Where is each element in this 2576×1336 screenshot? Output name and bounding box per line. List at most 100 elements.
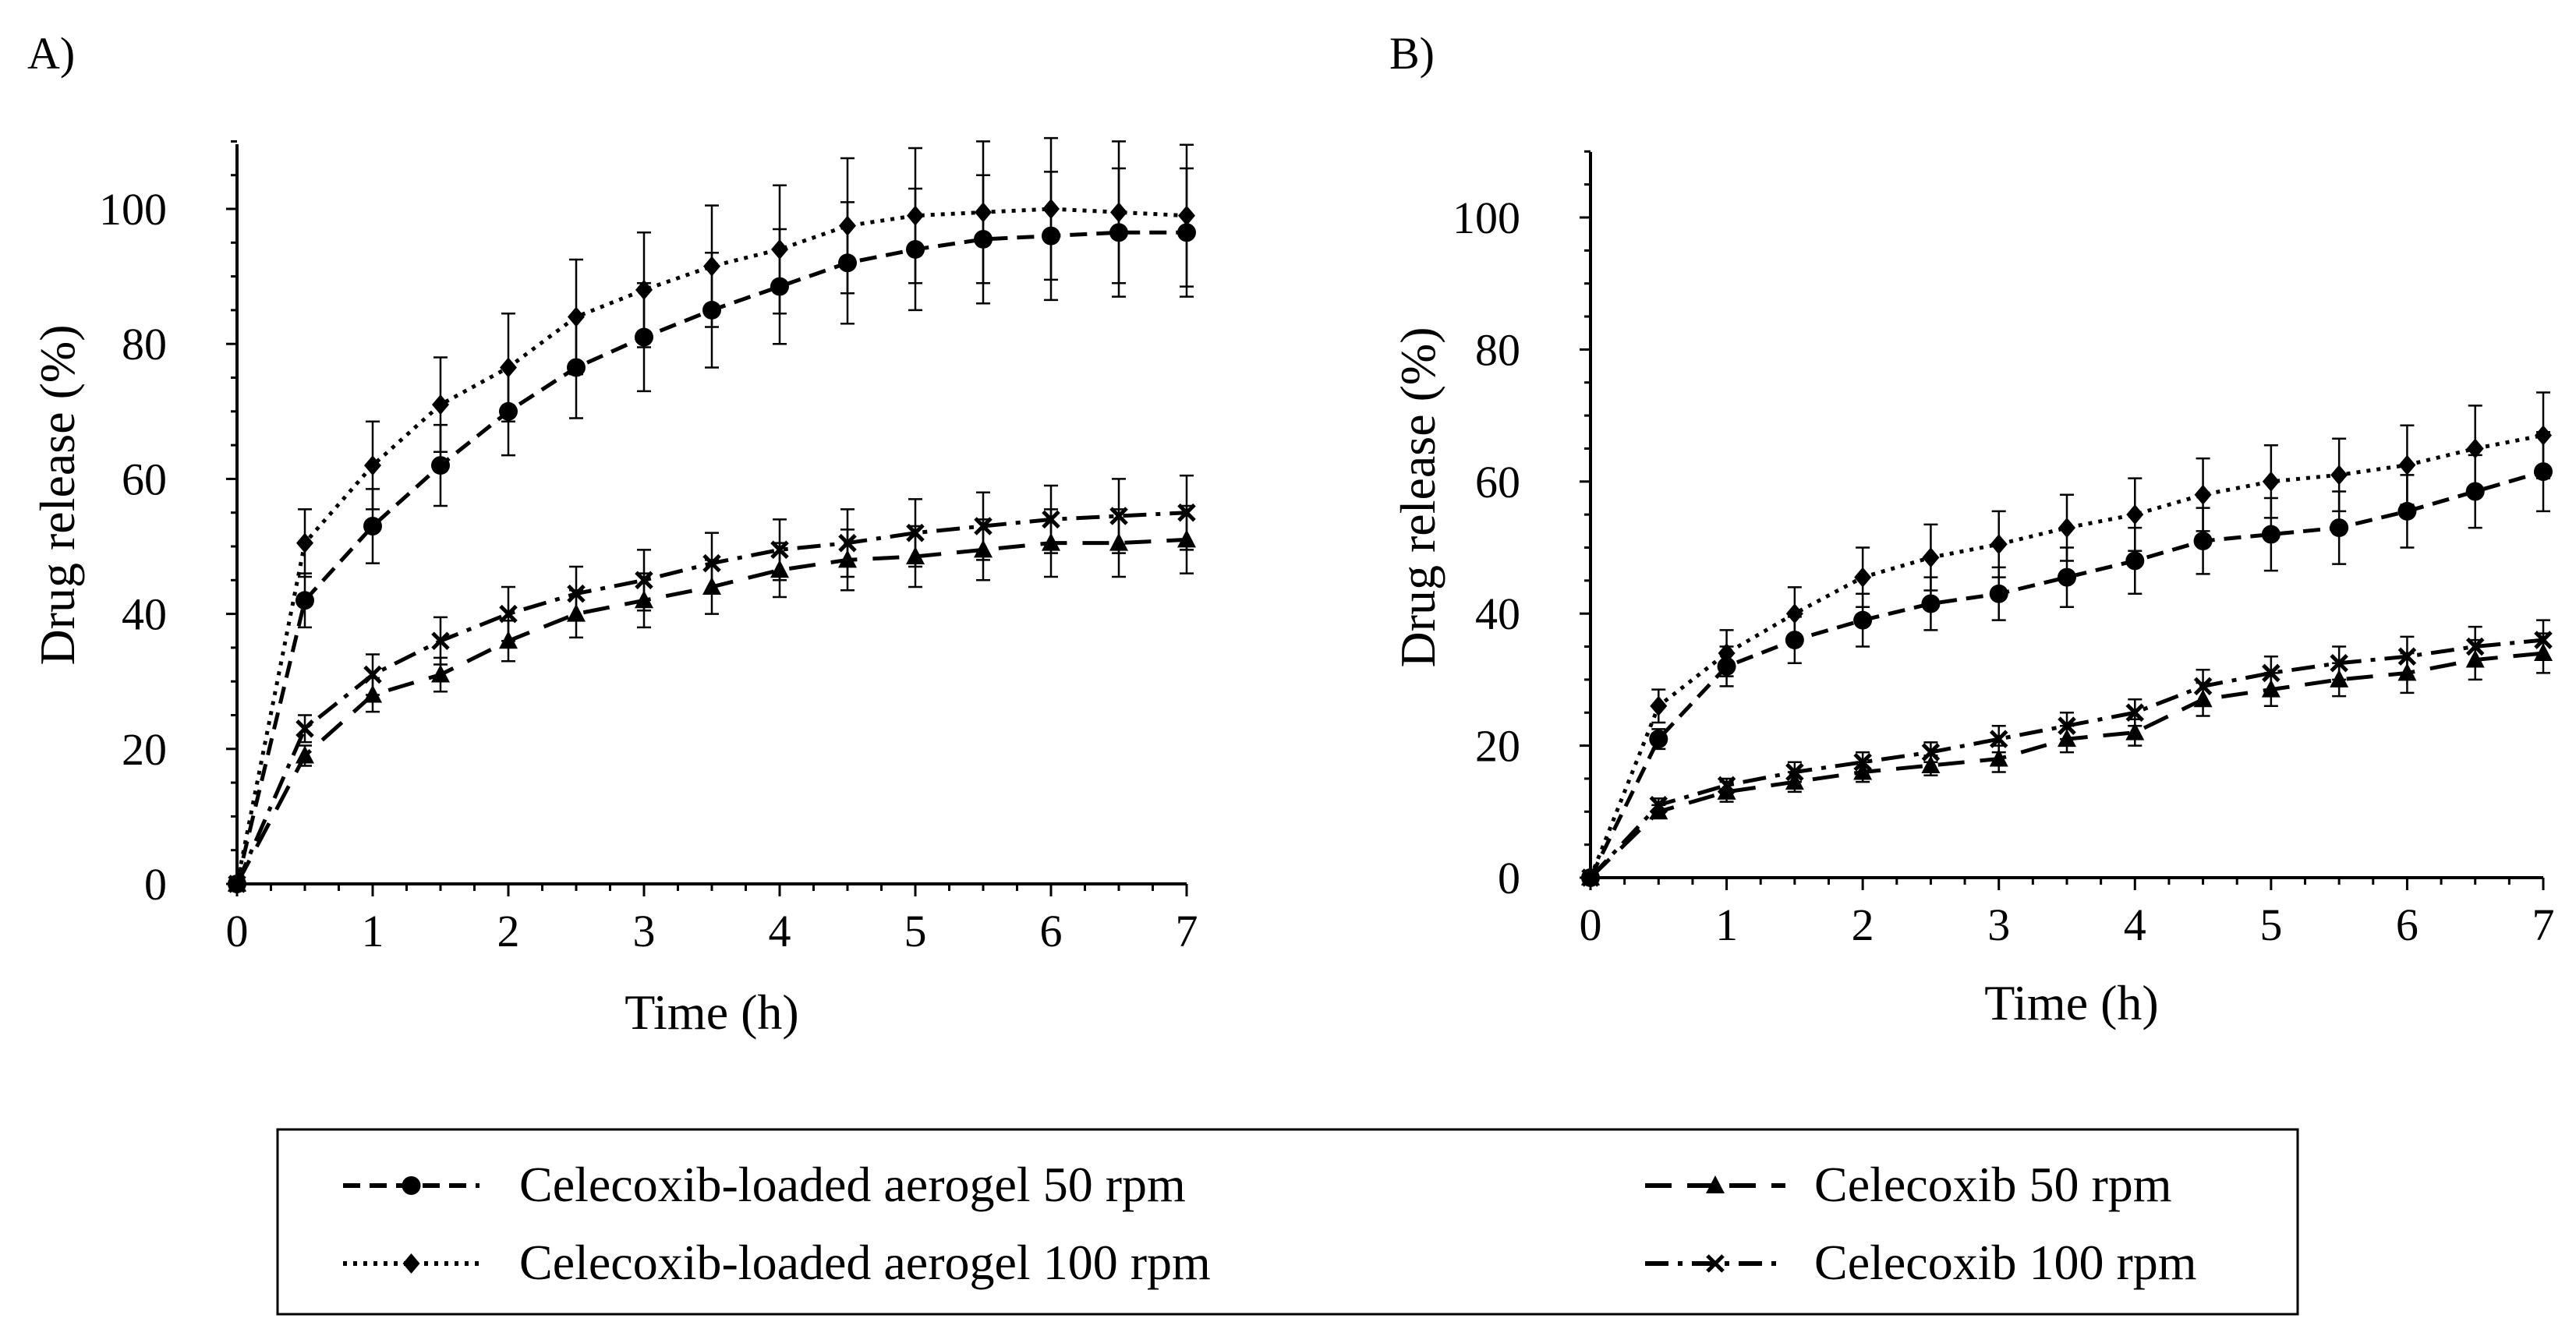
data-point <box>2330 518 2349 538</box>
data-point <box>1650 695 1668 716</box>
x-axis-title: Time (h) <box>625 984 798 1040</box>
series-celecoxib-100 <box>1581 619 2553 887</box>
data-point <box>2058 518 2075 539</box>
y-tick-label: 0 <box>1498 853 1520 903</box>
data-point <box>2262 471 2280 492</box>
data-point <box>1717 776 1736 795</box>
legend-marker <box>1706 1254 1725 1273</box>
data-point <box>363 665 382 684</box>
data-point <box>1109 507 1128 525</box>
y-tick-label: 0 <box>144 859 167 910</box>
y-tick-label: 60 <box>1475 457 1520 507</box>
series-aerogel-100 <box>228 136 1195 894</box>
y-axis-title: Drug release (%) <box>1390 327 1445 667</box>
legend-box <box>276 1128 2299 1316</box>
plot-area <box>1581 391 2553 888</box>
data-point <box>1178 205 1195 226</box>
data-point <box>1042 510 1060 529</box>
x-tick-label: 4 <box>769 906 791 956</box>
data-point <box>1921 755 1941 774</box>
data-point <box>2466 438 2484 459</box>
legend-marker <box>402 1253 420 1274</box>
data-point <box>1989 584 2008 603</box>
data-point <box>771 239 788 260</box>
x-tick-label: 6 <box>1040 906 1063 956</box>
data-point <box>1921 594 1941 613</box>
data-point <box>839 215 856 236</box>
data-point <box>2397 647 2417 666</box>
x-tick-label: 5 <box>2259 900 2282 950</box>
x-tick-label: 0 <box>226 906 249 956</box>
data-point <box>1718 643 1736 664</box>
data-point <box>1042 199 1060 219</box>
data-point <box>295 745 314 764</box>
x-tick-label: 0 <box>1580 900 1602 950</box>
data-point <box>364 455 381 476</box>
data-point <box>567 584 586 603</box>
data-point <box>363 517 382 536</box>
y-tick-label: 100 <box>1453 193 1520 243</box>
y-axis-title: Drug release (%) <box>30 324 85 665</box>
data-point <box>975 202 992 223</box>
data-point <box>2125 551 2145 571</box>
data-point <box>499 604 518 624</box>
data-point <box>2330 653 2348 673</box>
x-tick-label: 4 <box>2124 900 2146 950</box>
y-tick-label: 40 <box>1475 588 1520 639</box>
series-celecoxib-100 <box>228 474 1196 893</box>
legend-label-celecoxib-50: Celecoxib 50 rpm <box>1814 1157 2172 1212</box>
data-point <box>432 394 449 415</box>
x-tick-label: 1 <box>1715 900 1738 950</box>
y-tick-label: 60 <box>122 454 167 504</box>
legend-sample-aerogel-50 <box>343 1176 479 1195</box>
legend: Celecoxib-loaded aerogel 50 rpm Celecoxi… <box>276 1128 2299 1316</box>
plot-area <box>228 136 1196 894</box>
data-point <box>635 279 653 300</box>
data-point <box>1922 547 1940 568</box>
ticks: 0 20 40 60 80 100 0 1 2 3 4 5 6 7 <box>1453 150 2555 950</box>
data-point <box>906 523 925 543</box>
data-point <box>1854 567 1872 588</box>
legend-label-aerogel-100: Celecoxib-loaded aerogel 100 rpm <box>519 1235 1211 1290</box>
y-tick-label: 40 <box>122 589 167 640</box>
data-point <box>1990 534 2008 555</box>
data-point <box>2465 637 2485 656</box>
series-line <box>1588 469 2544 879</box>
data-point <box>1785 603 1803 624</box>
data-point <box>635 571 653 590</box>
y-tick-label: 80 <box>122 319 167 369</box>
x-tick-label: 3 <box>633 906 656 956</box>
series-line <box>1588 433 2544 878</box>
x-tick-label: 3 <box>1987 900 2010 950</box>
y-tick-label: 20 <box>122 724 167 775</box>
data-point <box>2397 501 2417 521</box>
data-point <box>1989 730 2008 748</box>
data-point <box>431 456 450 475</box>
x-tick-label: 5 <box>904 906 927 956</box>
panel-a: A) Drug release (%) Time (h) 0 20 40 60 80 1 0… <box>27 28 1198 1040</box>
panel-label: A) <box>27 28 75 79</box>
data-point <box>2262 663 2281 683</box>
legend-sample-celecoxib-50 <box>1645 1175 1785 1193</box>
data-point <box>1649 730 1668 749</box>
data-point <box>296 532 313 553</box>
data-point <box>228 875 246 893</box>
data-point <box>2193 532 2213 551</box>
legend-marker <box>1706 1175 1725 1193</box>
data-point <box>838 533 857 553</box>
data-point <box>1989 748 2008 767</box>
legend-sample-celecoxib-100 <box>1645 1254 1785 1273</box>
data-point <box>702 553 721 573</box>
x-tick-label: 7 <box>2532 900 2555 950</box>
data-point <box>568 306 585 327</box>
x-tick-label: 2 <box>497 906 520 956</box>
data-point <box>2534 631 2553 649</box>
panel-label: B) <box>1389 28 1435 79</box>
data-point <box>431 664 450 683</box>
x-tick-label: 2 <box>1852 900 1874 950</box>
data-point <box>1785 762 1804 782</box>
data-point <box>2126 504 2144 525</box>
data-point <box>1110 202 1127 223</box>
x-tick-label: 1 <box>362 906 384 956</box>
x-axis-title: Time (h) <box>1984 975 2158 1030</box>
